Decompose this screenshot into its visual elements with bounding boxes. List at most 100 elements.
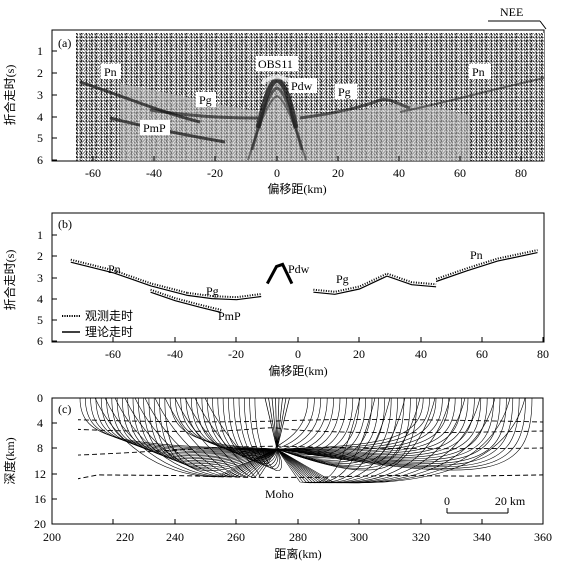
moho-interface [78, 474, 543, 480]
panel-a-ytick: 4 [37, 110, 43, 124]
phase-label-pmp: PmP [218, 309, 241, 323]
ray-path [164, 398, 278, 478]
ray-path [276, 398, 526, 469]
panel-c-label: (c) [58, 402, 71, 416]
panel-b-xtick: 60 [476, 347, 488, 361]
panel-a-xtick: 60 [454, 166, 466, 180]
ray-path [134, 398, 278, 478]
theoretical-curve-pn-0 [70, 261, 188, 296]
observed-curve-pn-5 [435, 249, 538, 280]
panel-b-label: (b) [58, 217, 72, 231]
panel-a-y-axis: 1 2 3 4 5 6 折合走时(s) [2, 44, 57, 167]
panel-b-xtick: 20 [353, 347, 365, 361]
travel-time-curves [70, 249, 538, 314]
panel-b-ytick: 1 [37, 228, 43, 242]
legend-theoretical-label: 理论走时 [85, 325, 133, 339]
ray-path [276, 398, 488, 460]
phase-label-pn: Pn [108, 262, 121, 276]
panel-c-ytick: 12 [34, 467, 46, 481]
ray-path [271, 398, 278, 450]
panel-c-xtick: 260 [227, 530, 245, 544]
ray-path [154, 398, 278, 478]
panel-a-ytick: 3 [37, 88, 43, 102]
panel-b-xtick: 0 [295, 347, 301, 361]
ray-path [276, 398, 526, 484]
observed-curve-pmp-2 [150, 288, 222, 311]
panel-b-ytick: 6 [37, 334, 43, 348]
ray-path [249, 398, 280, 470]
ray-path [276, 398, 469, 456]
panel-b-xtick: -60 [105, 347, 121, 361]
ray-path [276, 398, 482, 458]
phase-label-pdw: Pdw [291, 79, 313, 93]
theoretical-curve-pg-1 [187, 294, 262, 301]
ray-path [204, 398, 278, 478]
panel-b-ytick: 2 [37, 249, 43, 263]
panel-c-xtick: 340 [473, 530, 491, 544]
panel-c-xtick: 360 [534, 530, 552, 544]
theoretical-curve-pn-5 [435, 252, 538, 283]
panel-c-ytick: 8 [37, 441, 43, 455]
panel-b-xtick: 40 [415, 347, 427, 361]
panel-c-xtick: 240 [166, 530, 184, 544]
panel-b: 1 2 3 4 5 6 折合走时(s) -60 -40 -20 0 20 40 … [2, 212, 549, 378]
ray-path [184, 398, 278, 478]
ray-path [276, 398, 520, 468]
scale-bar: 0 20 km [444, 494, 526, 514]
ray-path [206, 398, 278, 456]
ray-path [254, 398, 282, 472]
phase-label-pg: Pg [199, 93, 212, 107]
panel-a-label: (a) [58, 36, 71, 50]
ray-path [174, 398, 278, 478]
panel-b-x-axis: -60 -40 -20 0 20 40 60 80 偏移距(km) [105, 337, 549, 378]
panel-c-x-axis: 200 220 240 260 280 300 320 340 360 距离(k… [43, 519, 552, 561]
ray-path [276, 398, 450, 452]
panel-c-ytick: 0 [37, 391, 43, 405]
ray-path [276, 398, 533, 471]
ray-path [276, 398, 341, 453]
ray-paths [79, 398, 533, 484]
velocity-interfaces [78, 419, 543, 456]
ray-path [276, 398, 290, 450]
panel-b-legend: 观测走时 理论走时 [62, 309, 133, 339]
ray-path [275, 398, 278, 450]
ray-path [276, 398, 437, 450]
panel-b-xtick: -20 [228, 347, 244, 361]
panel-b-xlabel: 偏移距(km) [268, 363, 327, 378]
panel-c-xtick: 220 [116, 530, 134, 544]
panel-c-ytick: 16 [34, 492, 46, 506]
panel-c-xtick: 320 [412, 530, 430, 544]
phase-label-pg: Pg [206, 284, 219, 298]
panel-a-ytick: 5 [37, 131, 43, 145]
panel-c-ytick: 4 [37, 416, 43, 430]
ray-path [264, 398, 278, 450]
panel-a-x-axis: -60 -40 -20 0 20 40 60 80 偏移距(km) [85, 156, 527, 196]
direction-indicator: NEE [488, 5, 547, 30]
theoretical-curve-pg-4 [313, 275, 437, 295]
ray-path [104, 398, 278, 478]
moho-label: Moho [265, 487, 294, 501]
ray-path [276, 398, 424, 450]
ray-path [276, 398, 501, 463]
scale-bar-end: 20 km [495, 494, 526, 508]
panel-b-ylabel: 折合走时(s) [2, 250, 17, 311]
panel-b-y-axis: 1 2 3 4 5 6 折合走时(s) [2, 228, 57, 348]
panel-a-ylabel: 折合走时(s) [2, 65, 17, 126]
ray-path [275, 398, 309, 450]
ray-path [276, 398, 280, 450]
panel-a-annotations: Pn Pg PmP OBS11 Pdw Pg Pn [101, 56, 491, 135]
phase-label-pn-right: Pn [472, 65, 485, 79]
moho-line [78, 474, 543, 480]
station-label-obs11: OBS11 [258, 57, 293, 71]
panel-b-ytick: 3 [37, 271, 43, 285]
panel-b-annotations: Pn Pg PmP Pdw Pg Pn [108, 248, 483, 323]
panel-c-y-axis: 0 4 8 12 16 20 深度(km) [2, 391, 57, 531]
panel-b-ytick: 5 [37, 313, 43, 327]
panel-a-ytick: 6 [37, 153, 43, 167]
panel-a-xtick: 20 [332, 166, 344, 180]
panel-a-xtick: -20 [207, 166, 223, 180]
panel-a: 1 2 3 4 5 6 折合走时(s) -60 -40 -20 0 20 40 … [2, 29, 545, 196]
ray-path [185, 398, 278, 451]
ray-path [276, 398, 287, 450]
